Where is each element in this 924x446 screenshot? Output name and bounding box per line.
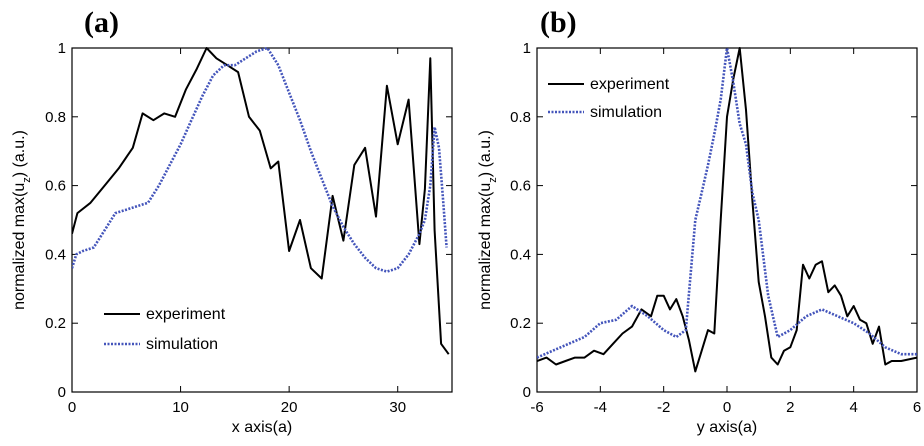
chart-panel-b: (b) 0 0.2 0.4 0.6 0.8 1 -6 -4 -2 0 2 4 6 y axis(a) norm… [477, 6, 921, 436]
legend-label-experiment: experiment [146, 306, 226, 323]
panel-label: (a) [84, 6, 119, 39]
x-tick-label: -4 [594, 399, 607, 416]
y-tick-label: 1 [58, 40, 66, 57]
series-line-simulation [537, 46, 917, 359]
x-tick-label: 2 [786, 399, 794, 416]
y-tick-label: 0.8 [45, 109, 66, 126]
x-axis-label: y axis(a) [697, 419, 757, 436]
y-tick-label: 0 [523, 384, 531, 401]
panel-label: (b) [540, 6, 577, 39]
x-tick-label: 6 [913, 399, 921, 416]
x-tick-label: 20 [281, 399, 298, 416]
y-tick-label: 0.4 [45, 246, 66, 263]
x-tick-label: 10 [172, 399, 189, 416]
y-tick-label: 0.2 [510, 315, 531, 332]
series-line-simulation [72, 46, 448, 273]
legend-label-simulation: simulation [146, 336, 218, 353]
x-tick-label: 4 [849, 399, 857, 416]
series-line-experiment [72, 47, 450, 355]
y-tick-label: 0 [58, 384, 66, 401]
y-axis-label: normalized max(uz) (a.u.) [11, 130, 33, 310]
legend-label-experiment: experiment [590, 76, 670, 93]
y-axis-label: normalized max(uz) (a.u.) [477, 130, 499, 310]
x-tick-label: 30 [389, 399, 406, 416]
x-tick-label: -6 [530, 399, 543, 416]
y-tick-label: 0.4 [510, 246, 531, 263]
y-tick-label: 1 [523, 40, 531, 57]
legend-label-simulation: simulation [590, 104, 662, 121]
y-tick-label: 0.6 [45, 178, 66, 195]
y-tick-label: 0.2 [45, 315, 66, 332]
y-tick-label: 0.8 [510, 109, 531, 126]
x-tick-label: -2 [657, 399, 670, 416]
plot-frame [71, 47, 453, 393]
x-axis-label: x axis(a) [232, 419, 292, 436]
series-line-experiment [537, 47, 917, 373]
x-tick-label: 0 [723, 399, 731, 416]
chart-panel-a: (a)00.20.40.60.810 10 20 30x axis(a)normali… [11, 6, 453, 436]
y-tick-label: 0.6 [510, 178, 531, 195]
plot-frame [536, 47, 918, 393]
x-tick-label: 0 [68, 399, 76, 416]
